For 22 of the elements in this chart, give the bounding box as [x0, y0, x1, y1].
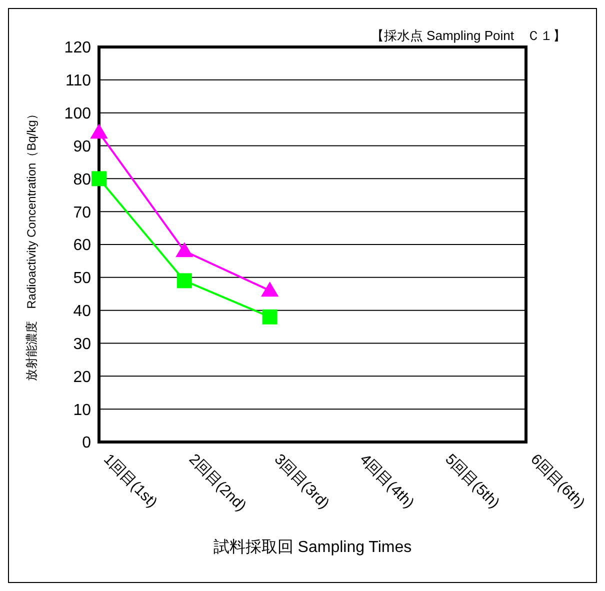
point: [262, 309, 278, 324]
y-tick-label: 90: [73, 138, 92, 156]
chart-title: 【採水点 Sampling Point Ｃ１】: [370, 27, 566, 45]
y-tick-label: 20: [73, 368, 92, 386]
y-tick-label: 10: [73, 402, 92, 419]
point: [92, 171, 106, 186]
y-tick-label: 120: [64, 40, 92, 57]
y-tick-label: 40: [73, 303, 92, 320]
y-tick-label: 100: [64, 106, 92, 123]
y-tick-label: 70: [73, 204, 92, 222]
y-axis-title: 放射能濃度 Radioactivity Concentration（Bq/kg）: [24, 108, 38, 381]
y-tick-label: 30: [73, 336, 92, 353]
point: [261, 282, 278, 297]
point: [176, 273, 192, 288]
y-tick-label: 0: [82, 434, 92, 452]
y-tick-label: 60: [73, 237, 92, 254]
point: [176, 242, 193, 258]
y-tick-label: 80: [73, 171, 92, 188]
point: [90, 124, 108, 139]
y-tick-label: 50: [73, 270, 92, 288]
y-tick-label: 110: [65, 72, 92, 90]
x-axis-title: 試料採取回 Sampling Times: [213, 538, 412, 556]
